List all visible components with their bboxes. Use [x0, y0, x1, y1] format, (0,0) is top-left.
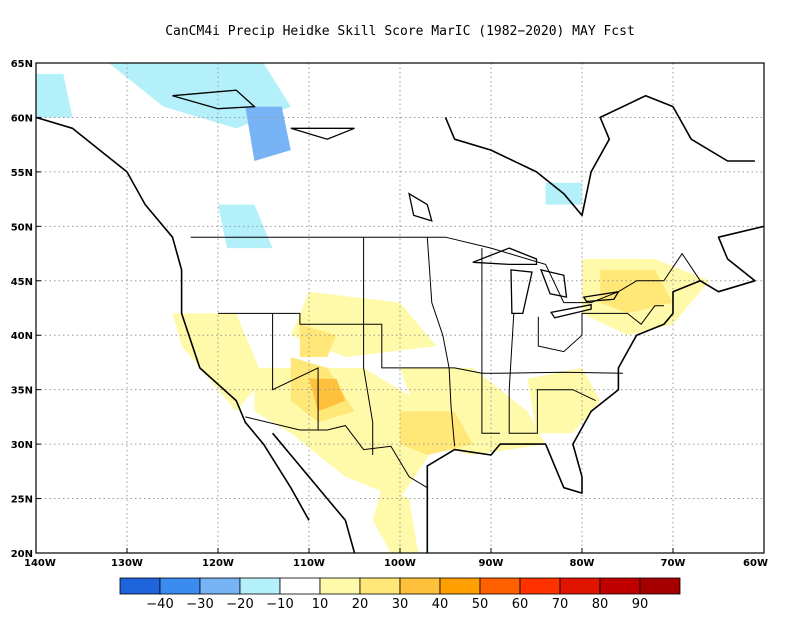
- colorbar-label: 80: [592, 597, 609, 612]
- colorbar-label: 20: [352, 597, 369, 612]
- lake-outline: [582, 290, 620, 303]
- skill-region-12: [108, 63, 291, 129]
- colorbar-swatch: [159, 577, 201, 595]
- colorbar-label: 70: [552, 597, 569, 612]
- colorbar-swatch: [439, 577, 481, 595]
- skill-region-15: [245, 106, 291, 161]
- lat-tick-label: 30N: [11, 440, 33, 451]
- coastline: [36, 116, 310, 521]
- map-title: CanCM4i Precip Heidke Skill Score MarIC …: [165, 24, 635, 39]
- lat-tick-label: 20N: [11, 549, 33, 560]
- lat-tick-label: 45N: [11, 277, 33, 288]
- state-border: [272, 313, 319, 430]
- colorbar-label: 10: [312, 597, 329, 612]
- colorbar-label: −40: [146, 597, 173, 612]
- lon-tick-label: 120W: [202, 558, 234, 569]
- lat-tick-label: 65N: [11, 59, 33, 70]
- lake-outline: [172, 89, 256, 110]
- state-border: [537, 305, 664, 353]
- lat-lon-gridlines: [36, 63, 764, 553]
- lat-tick-label: 40N: [11, 331, 33, 342]
- skill-region-3: [527, 367, 601, 434]
- colorbar-label: 30: [392, 597, 409, 612]
- colorbar-label: 40: [432, 597, 449, 612]
- colorbar-swatch: [319, 577, 361, 595]
- lat-tick-label: 35N: [11, 386, 33, 397]
- lat-tick-label: 25N: [11, 495, 33, 506]
- colorbar-swatch: [359, 577, 401, 595]
- lon-tick-label: 140W: [24, 558, 56, 569]
- state-border: [481, 248, 501, 434]
- lon-tick-label: 100W: [384, 558, 416, 569]
- colorbar-swatch: [639, 577, 681, 595]
- colorbar-swatch: [519, 577, 561, 595]
- lat-tick-label: 55N: [11, 168, 33, 179]
- axis-ticks: 140W 130W 120W 110W 100W 90W 80W 70W 60W 20N 25N 30…: [11, 59, 768, 569]
- colorbar-label: 60: [512, 597, 529, 612]
- colorbar-label: 50: [472, 597, 489, 612]
- lon-tick-label: 70W: [661, 558, 686, 569]
- coastlines-and-borders: [36, 89, 764, 553]
- state-border: [426, 237, 456, 447]
- colorbar: −40 −30 −20 −10 10 20 30 40 50 60 70 80 90: [119, 577, 681, 612]
- state-border: [508, 313, 596, 434]
- colorbar-swatch: [199, 577, 241, 595]
- lon-tick-label: 90W: [479, 558, 504, 569]
- lat-tick-label: 60N: [11, 113, 33, 124]
- colorbar-label: −10: [266, 597, 293, 612]
- coastline: [444, 94, 755, 217]
- skill-region-10: [299, 324, 337, 357]
- state-border: [363, 237, 374, 455]
- skill-region-0: [172, 313, 264, 412]
- skill-region-14: [36, 73, 73, 118]
- state-border: [218, 312, 624, 374]
- lake-outline: [472, 247, 538, 266]
- coastline: [426, 225, 764, 553]
- colorbar-swatch: [599, 577, 641, 595]
- lake-outline: [539, 268, 568, 298]
- lon-tick-label: 60W: [743, 558, 768, 569]
- colorbar-swatch: [479, 577, 521, 595]
- colorbar-swatch: [559, 577, 601, 595]
- lake-outline: [550, 303, 592, 319]
- colorbar-swatch: [239, 577, 281, 595]
- colorbar-swatch: [279, 577, 321, 595]
- lon-tick-label: 110W: [293, 558, 325, 569]
- lake-outline: [510, 269, 533, 315]
- lake-outline: [408, 192, 433, 222]
- colorbar-swatch: [119, 577, 161, 595]
- lon-tick-label: 80W: [570, 558, 595, 569]
- skill-region-6: [372, 487, 419, 553]
- colorbar-label: −20: [226, 597, 253, 612]
- lon-tick-label: 130W: [111, 558, 143, 569]
- colorbar-label: −30: [186, 597, 213, 612]
- lake-outline: [290, 127, 355, 140]
- state-border: [245, 416, 428, 489]
- colorbar-swatch: [399, 577, 441, 595]
- skill-shading: [36, 63, 710, 553]
- coastline: [271, 432, 356, 553]
- lat-tick-label: 50N: [11, 222, 33, 233]
- colorbar-label: 90: [632, 597, 649, 612]
- state-border: [190, 236, 701, 304]
